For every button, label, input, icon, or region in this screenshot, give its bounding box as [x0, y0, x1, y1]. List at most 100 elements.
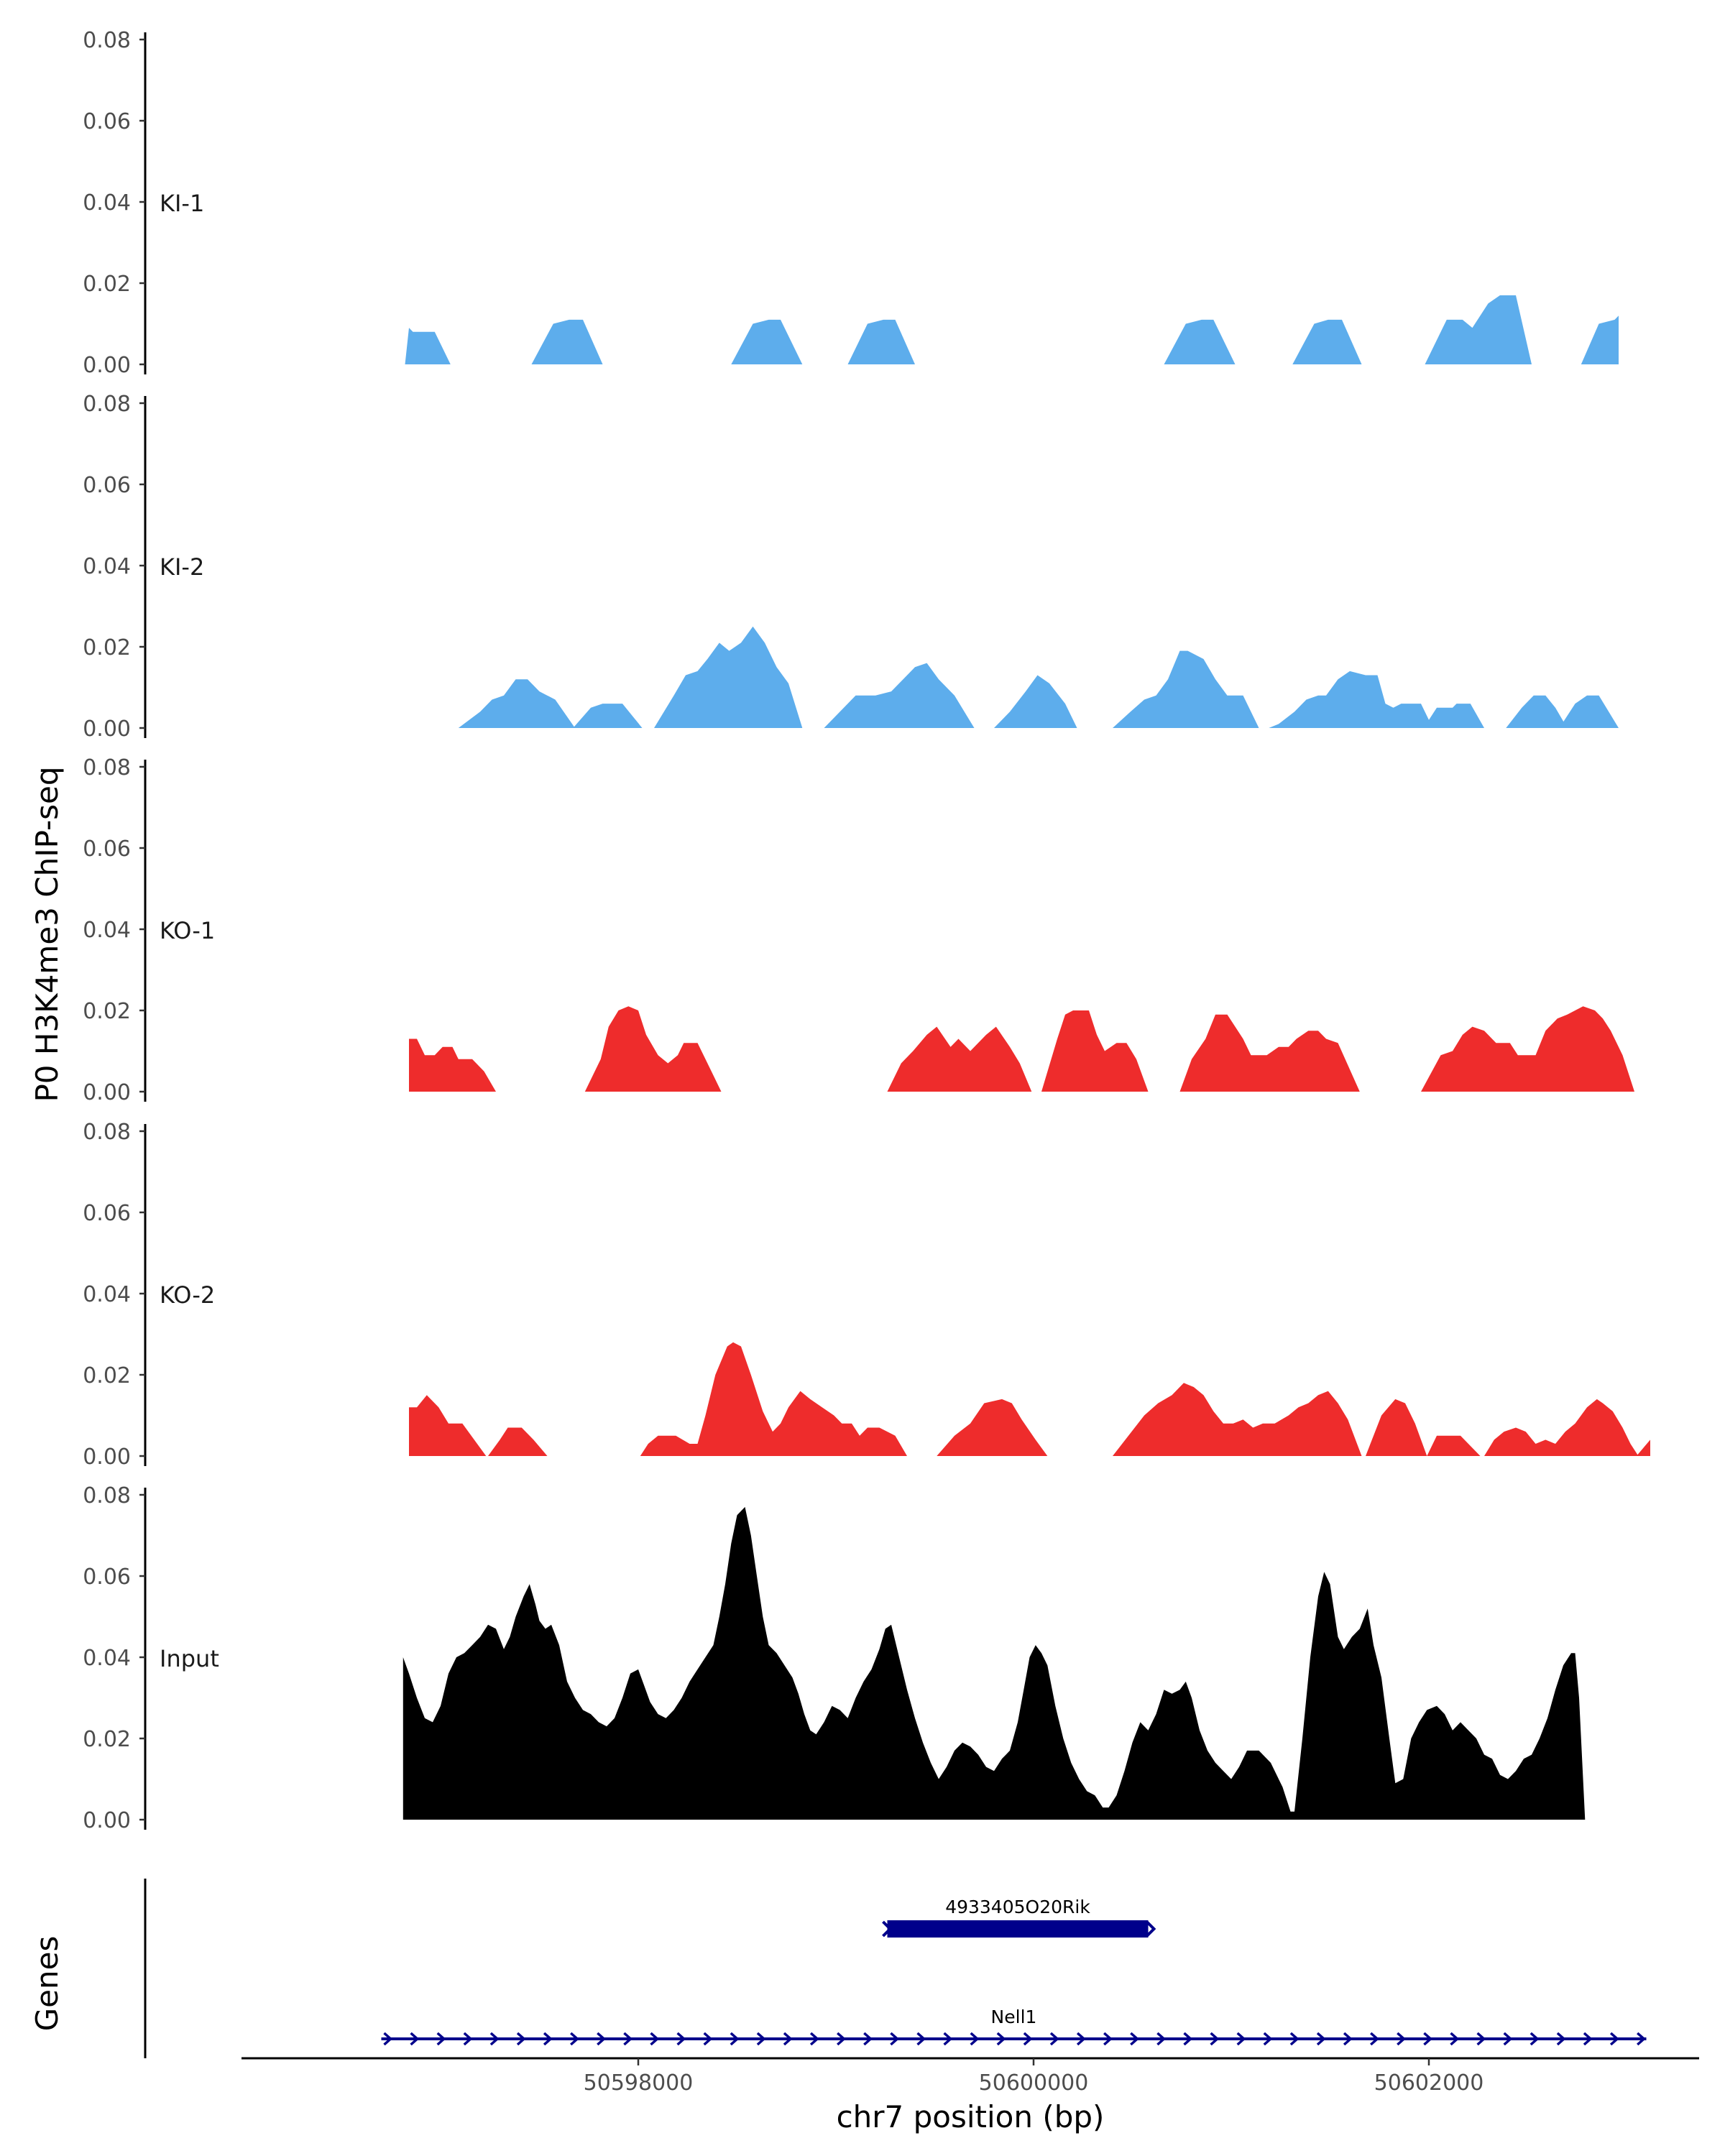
coverage-area	[1427, 1435, 1481, 1456]
coverage-area	[640, 1342, 907, 1456]
x-tick-label: 50602000	[1374, 2070, 1484, 2096]
strand-arrow	[1476, 2032, 1486, 2046]
coverage-area	[994, 675, 1077, 728]
y-tick-label: 0.02	[83, 999, 131, 1024]
strand-arrow	[1450, 2032, 1460, 2046]
y-tick-label: 0.08	[83, 1483, 131, 1508]
coverage-area	[1425, 295, 1532, 364]
gene-4933405o20rik: 4933405O20Rik	[882, 1897, 1156, 1938]
strand-arrow	[943, 2032, 953, 2046]
x-axis-title: chr7 position (bp)	[837, 2099, 1105, 2134]
y-tick-label: 0.02	[83, 1727, 131, 1752]
strand-arrow	[1637, 2032, 1646, 2046]
coverage-area	[824, 663, 975, 728]
strand-arrow	[1146, 1920, 1156, 1938]
strand-arrow	[1343, 2032, 1353, 2046]
track-label: KO-2	[160, 1281, 215, 1309]
coverage-area	[1506, 695, 1568, 728]
strand-arrow	[703, 2032, 713, 2046]
track-label: KO-1	[160, 917, 215, 944]
strand-arrow	[1316, 2032, 1326, 2046]
strand-arrow	[1076, 2032, 1086, 2046]
y-tick-label: 0.04	[83, 918, 131, 943]
y-tick-label: 0.08	[83, 1120, 131, 1145]
y-tick-label: 0.06	[83, 1565, 131, 1590]
y-tick-label: 0.06	[83, 837, 131, 862]
coverage-area	[1164, 319, 1236, 364]
gene-label: 4933405O20Rik	[945, 1897, 1090, 1917]
strand-arrow	[1503, 2032, 1513, 2046]
strand-arrow	[1583, 2032, 1593, 2046]
coverage-area	[1421, 1006, 1634, 1092]
y-tick-label: 0.02	[83, 635, 131, 660]
strand-arrow	[1210, 2032, 1220, 2046]
gene-nell1: Nell1	[381, 2007, 1647, 2046]
track-ko-1: 0.00 0.02 0.04 0.06 0.08 KO-1	[83, 755, 1634, 1105]
strand-arrow	[1423, 2032, 1433, 2046]
genes-group: 4933405O20Rik Nell1	[144, 1879, 1647, 2058]
coverage-area	[654, 626, 803, 728]
strand-arrow	[676, 2032, 686, 2046]
coverage-area	[1559, 695, 1619, 728]
strand-arrow	[597, 2032, 606, 2046]
strand-arrow	[650, 2032, 660, 2046]
strand-arrow	[1183, 2032, 1193, 2046]
y-tick-label: 0.00	[83, 353, 131, 378]
strand-arrow	[1023, 2032, 1033, 2046]
strand-arrow	[1370, 2032, 1379, 2046]
coverage-area	[405, 328, 451, 364]
strand-arrow	[1289, 2032, 1300, 2046]
coverage-area	[1113, 650, 1259, 728]
strand-arrow	[1397, 2032, 1406, 2046]
tracks-group: 0.00 0.02 0.04 0.06 0.08 KI-1 0.00 0.02 0.04 0.06…	[83, 28, 1650, 1833]
y-tick-label: 0.02	[83, 272, 131, 297]
y-tick-label: 0.00	[83, 1445, 131, 1470]
coverage-area	[409, 1395, 487, 1456]
coverage-area	[584, 1006, 722, 1092]
track-ki-2: 0.00 0.02 0.04 0.06 0.08 KI-2	[83, 392, 1619, 742]
strand-arrow	[489, 2032, 500, 2046]
strand-arrow	[543, 2032, 553, 2046]
y-tick-label: 0.08	[83, 755, 131, 780]
strand-arrow	[410, 2032, 420, 2046]
strand-arrow	[882, 1920, 893, 1938]
y-tick-label: 0.04	[83, 554, 131, 579]
coverage-area	[1366, 1399, 1427, 1456]
y-tick-label: 0.04	[83, 1646, 131, 1671]
coverage-area	[1636, 1439, 1650, 1456]
coverage-area	[937, 1399, 1048, 1456]
x-tick-label: 50598000	[584, 2070, 694, 2096]
coverage-area	[1179, 1014, 1360, 1092]
strand-arrow	[1609, 2032, 1619, 2046]
strand-arrow	[463, 2032, 473, 2046]
strand-arrow	[436, 2032, 446, 2046]
strand-arrow	[1236, 2032, 1246, 2046]
strand-arrow	[1263, 2032, 1273, 2046]
coverage-area	[847, 319, 915, 364]
track-label: KI-2	[160, 553, 204, 581]
gene-body	[887, 1920, 1149, 1938]
x-tick-label: 50600000	[979, 2070, 1089, 2096]
strand-arrow	[1156, 2032, 1167, 2046]
strand-arrow	[970, 2032, 980, 2046]
coverage-area	[1113, 1383, 1362, 1456]
strand-arrow	[1530, 2032, 1540, 2046]
strand-arrow	[890, 2032, 900, 2046]
y-tick-label: 0.08	[83, 392, 131, 417]
strand-arrow	[1049, 2032, 1059, 2046]
strand-arrow	[783, 2032, 793, 2046]
strand-arrow	[1556, 2032, 1566, 2046]
strand-arrow	[916, 2032, 926, 2046]
y-tick-label: 0.02	[83, 1363, 131, 1388]
strand-arrow	[623, 2032, 633, 2046]
track-ko-2: 0.00 0.02 0.04 0.06 0.08 KO-2	[83, 1120, 1650, 1470]
strand-arrow	[809, 2032, 819, 2046]
y-tick-label: 0.00	[83, 717, 131, 742]
y-tick-label: 0.00	[83, 1808, 131, 1833]
strand-arrow	[383, 2032, 393, 2046]
coverage-area	[402, 1506, 1586, 1820]
track-label: KI-1	[160, 190, 204, 217]
track-input: 0.00 0.02 0.04 0.06 0.08 Input	[83, 1483, 1586, 1833]
coverage-area	[531, 319, 603, 364]
